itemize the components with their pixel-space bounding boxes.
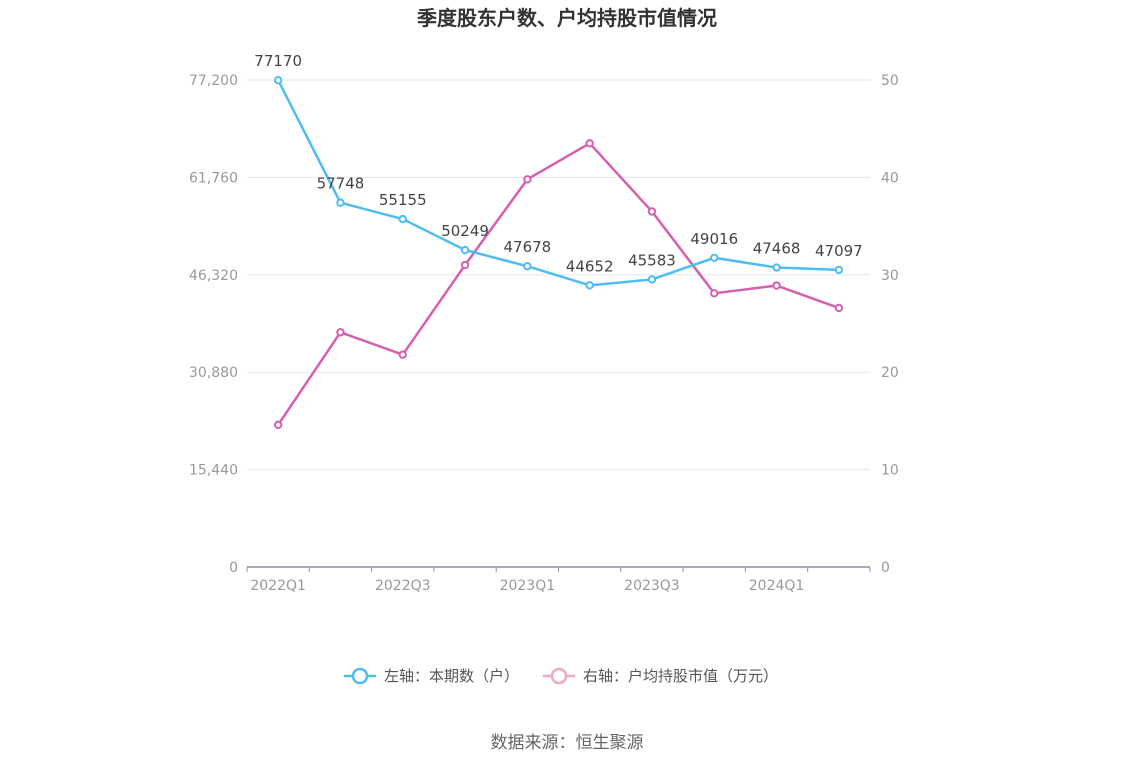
chart-title: 季度股东户数、户均持股市值情况 xyxy=(416,6,717,30)
data-point-left xyxy=(273,75,283,85)
legend-marker-right xyxy=(550,667,568,685)
y-left-tick-label: 46,320 xyxy=(189,268,238,284)
y-left-tick-label: 61,760 xyxy=(189,170,238,186)
data-label: 47097 xyxy=(815,242,863,260)
data-point-right xyxy=(273,420,283,429)
data-label: 55155 xyxy=(379,191,427,209)
y-axis-right: 0 10 20 30 40 50 xyxy=(881,73,899,576)
x-tick-label: 2022Q1 xyxy=(250,578,306,594)
data-label: 47468 xyxy=(753,240,801,258)
x-axis: 2022Q1 2022Q3 2023Q1 2023Q3 2024Q1 xyxy=(246,566,871,594)
data-point-left xyxy=(398,214,407,224)
data-point-left xyxy=(336,198,345,207)
legend-marker-left xyxy=(351,667,369,685)
data-point-right xyxy=(398,350,407,359)
y-right-tick-label: 30 xyxy=(881,268,899,284)
x-tick-label: 2024Q1 xyxy=(749,578,805,594)
data-point-right xyxy=(647,207,657,216)
data-label: 49016 xyxy=(690,230,738,248)
y-right-tick-label: 50 xyxy=(881,73,899,89)
data-label: 44652 xyxy=(566,257,614,275)
data-point-right xyxy=(772,281,781,290)
data-point-right xyxy=(585,139,594,148)
data-point-left xyxy=(585,281,594,290)
y-right-tick-label: 40 xyxy=(881,170,899,186)
data-point-left xyxy=(523,262,532,271)
y-right-tick-label: 0 xyxy=(881,560,890,576)
x-tick-label: 2023Q1 xyxy=(500,578,556,594)
data-point-right xyxy=(834,303,844,313)
series-layer: 77170 57748 55155 50249 47678 44652 45583 49016… xyxy=(254,52,863,429)
y-axis-left: 0 15,440 30,880 46,320 61,760 77,200 xyxy=(189,73,238,576)
x-tick-label: 2023Q3 xyxy=(624,578,680,594)
y-left-tick-label: 30,880 xyxy=(189,365,238,381)
y-left-tick-label: 0 xyxy=(229,560,238,576)
data-point-left xyxy=(710,253,719,262)
x-tick-label: 2022Q3 xyxy=(375,578,431,594)
y-right-tick-label: 20 xyxy=(881,365,899,381)
data-label: 45583 xyxy=(628,251,676,269)
data-label: 77170 xyxy=(254,52,302,70)
series-line-left xyxy=(277,79,839,287)
data-point-right xyxy=(460,260,470,270)
y-left-tick-label: 15,440 xyxy=(189,463,238,479)
legend-label-right: 右轴：户均持股市值（万元） xyxy=(583,667,778,685)
y-left-tick-label: 77,200 xyxy=(189,73,238,89)
series-line-right xyxy=(277,142,840,426)
legend: 左轴：本期数（户） 右轴：户均持股市值（万元） xyxy=(344,667,778,685)
data-point-left xyxy=(834,265,844,275)
data-point-right xyxy=(523,175,532,184)
data-point-left xyxy=(772,263,781,272)
data-label: 47678 xyxy=(503,238,551,256)
data-label: 57748 xyxy=(317,175,365,193)
data-point-left xyxy=(460,245,470,255)
data-point-left xyxy=(647,275,657,284)
source-note: 数据来源：恒生聚源 xyxy=(491,733,644,753)
data-label: 50249 xyxy=(441,222,489,240)
legend-label-left: 左轴：本期数（户） xyxy=(384,667,519,685)
data-point-right xyxy=(710,289,719,298)
data-point-right xyxy=(336,328,345,337)
y-right-tick-label: 10 xyxy=(881,463,899,479)
